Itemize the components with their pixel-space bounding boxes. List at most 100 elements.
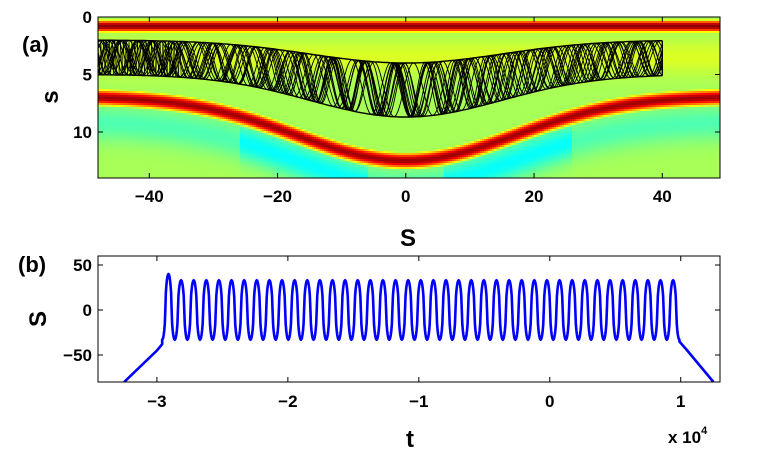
- heatmap-cell: [118, 165, 121, 168]
- heatmap-cell: [176, 121, 179, 124]
- heatmap-cell: [102, 125, 105, 128]
- heatmap-cell: [178, 27, 181, 30]
- heatmap-cell: [130, 21, 133, 24]
- heatmap-cell: [114, 65, 117, 68]
- heatmap-cell: [138, 169, 141, 172]
- heatmap-cell: [130, 115, 133, 118]
- heatmap-cell: [134, 17, 137, 20]
- heatmap-cell: [146, 17, 149, 20]
- heatmap-cell: [146, 131, 149, 134]
- heatmap-cell: [122, 27, 125, 30]
- heatmap-cell: [172, 173, 175, 176]
- heatmap-cell: [150, 137, 153, 140]
- heatmap-cell: [128, 87, 131, 90]
- heatmap-cell: [134, 35, 137, 38]
- heatmap-cell: [164, 137, 167, 140]
- heatmap-cell: [136, 83, 139, 86]
- heatmap-cell: [114, 33, 117, 36]
- heatmap-cell: [114, 141, 117, 144]
- heatmap-cell: [132, 51, 135, 54]
- heatmap-cell: [122, 35, 125, 38]
- heatmap-cell: [122, 59, 125, 62]
- heatmap-cell: [130, 29, 133, 32]
- heatmap-cell: [104, 111, 107, 114]
- heatmap-cell: [168, 93, 171, 96]
- heatmap-cell: [108, 75, 111, 78]
- heatmap-cell: [142, 163, 145, 166]
- heatmap-cell: [160, 47, 163, 50]
- heatmap-cell: [128, 163, 131, 166]
- heatmap-cell: [132, 125, 135, 128]
- heatmap-cell: [164, 133, 167, 136]
- heatmap-cell: [164, 81, 167, 84]
- heatmap-cell: [132, 115, 135, 118]
- heatmap-cell: [138, 113, 141, 116]
- heatmap-cell: [116, 121, 119, 124]
- heatmap-cell: [172, 39, 175, 42]
- heatmap-cell: [154, 109, 157, 112]
- heatmap-cell: [152, 17, 155, 20]
- heatmap-cell: [124, 141, 127, 144]
- heatmap-cell: [114, 113, 117, 116]
- heatmap-cell: [150, 101, 153, 104]
- heatmap-cell: [148, 83, 151, 86]
- heatmap-cell: [142, 131, 145, 134]
- heatmap-cell: [170, 81, 173, 84]
- heatmap-cell: [164, 119, 167, 122]
- heatmap-cell: [112, 115, 115, 118]
- heatmap-cell: [162, 37, 165, 40]
- heatmap-cell: [144, 23, 147, 26]
- heatmap-cell: [98, 37, 101, 40]
- heatmap-cell: [162, 155, 165, 158]
- heatmap-cell: [160, 151, 163, 154]
- heatmap-cell: [160, 29, 163, 32]
- heatmap-cell: [158, 117, 161, 120]
- heatmap-cell: [114, 121, 117, 124]
- heatmap-cell: [160, 155, 163, 158]
- heatmap-cell: [122, 125, 125, 128]
- heatmap-cell: [122, 169, 125, 172]
- heatmap-cell: [168, 141, 171, 144]
- heatmap-cell: [128, 97, 131, 100]
- heatmap-cell: [116, 137, 119, 140]
- heatmap-cell: [166, 173, 169, 176]
- heatmap-cell: [116, 85, 119, 88]
- heatmap-cell: [112, 107, 115, 110]
- heatmap-cell: [136, 97, 139, 100]
- heatmap-cell: [146, 19, 149, 22]
- heatmap-cell: [164, 149, 167, 152]
- heatmap-cell: [168, 17, 171, 20]
- heatmap-cell: [172, 51, 175, 54]
- heatmap-cell: [136, 75, 139, 78]
- heatmap-cell: [138, 55, 141, 58]
- heatmap-cell: [156, 59, 159, 62]
- heatmap-cell: [178, 21, 181, 24]
- heatmap-cell: [138, 129, 141, 132]
- heatmap-cell: [158, 121, 161, 124]
- heatmap-cell: [138, 77, 141, 80]
- heatmap-cell: [144, 49, 147, 52]
- heatmap-cell: [132, 161, 135, 164]
- heatmap-cell: [156, 119, 159, 122]
- heatmap-cell: [108, 77, 111, 80]
- heatmap-cell: [160, 37, 163, 40]
- heatmap-cell: [130, 145, 133, 148]
- heatmap-cell: [116, 171, 119, 174]
- heatmap-cell: [112, 79, 115, 82]
- heatmap-cell: [168, 79, 171, 82]
- heatmap-cell: [172, 27, 175, 30]
- heatmap-cell: [116, 89, 119, 92]
- heatmap-cell: [144, 139, 147, 142]
- heatmap-cell: [136, 145, 139, 148]
- heatmap-cell: [168, 27, 171, 30]
- heatmap-cell: [176, 63, 179, 66]
- heatmap-cell: [118, 123, 121, 126]
- heatmap-cell: [132, 35, 135, 38]
- heatmap-cell: [102, 33, 105, 36]
- heatmap-cell: [130, 125, 133, 128]
- heatmap-cell: [140, 135, 143, 138]
- heatmap-cell: [132, 133, 135, 136]
- heatmap-cell: [124, 41, 127, 44]
- heatmap-cell: [146, 117, 149, 120]
- heatmap-cell: [174, 37, 177, 40]
